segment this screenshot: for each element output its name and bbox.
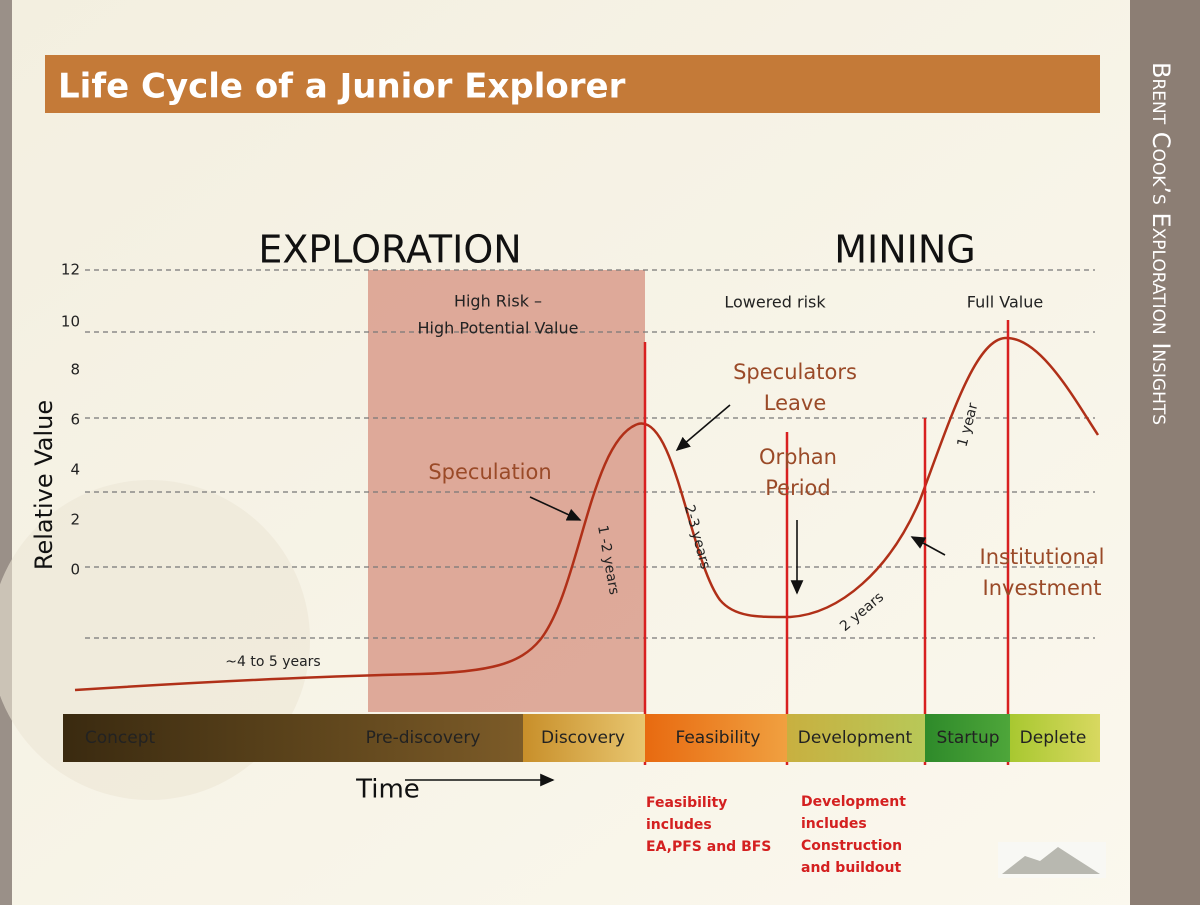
title: Life Cycle of a Junior Explorer xyxy=(58,67,626,107)
note: includes xyxy=(801,816,867,832)
y-tick-label: 2 xyxy=(70,511,80,529)
annotation: Investment xyxy=(983,576,1102,600)
zone-label: Full Value xyxy=(967,293,1043,312)
annotation: Period xyxy=(765,476,830,500)
side-banner xyxy=(1130,0,1200,905)
stage xyxy=(787,714,925,762)
annotation: Orphan xyxy=(759,445,837,469)
stage xyxy=(523,714,645,762)
stage-label: Feasibility xyxy=(676,728,761,748)
stage-label: Startup xyxy=(936,728,999,748)
duration: ~4 to 5 years xyxy=(225,654,320,670)
left-border xyxy=(0,0,12,905)
note: and buildout xyxy=(801,860,902,876)
y-tick-label: 0 xyxy=(70,561,80,579)
note: includes xyxy=(646,817,712,833)
y-tick-label: 8 xyxy=(70,361,80,379)
stage-bar: Concept Pre-discovery Discovery Feasibil… xyxy=(63,714,1100,762)
stage-label: Discovery xyxy=(541,728,625,748)
value-curve xyxy=(74,336,1100,692)
stage-label: Pre-discovery xyxy=(366,728,481,748)
annotation: Speculation xyxy=(428,460,551,484)
stage xyxy=(645,714,787,762)
note: EA,PFS and BFS xyxy=(646,839,771,855)
side-banner-text: Brent Cook’s Exploration Insights xyxy=(1147,62,1175,425)
stage-label: Deplete xyxy=(1020,728,1087,748)
note: Feasibility xyxy=(646,795,727,811)
annotation: Institutional xyxy=(980,545,1105,569)
logo-mountain xyxy=(1002,847,1100,874)
stage xyxy=(1010,714,1100,762)
y-tick-label: 10 xyxy=(61,313,80,331)
stage-label: Concept xyxy=(85,728,156,748)
note: Construction xyxy=(801,838,902,854)
stage-label: Development xyxy=(798,728,913,748)
heading: MINING xyxy=(834,228,976,272)
note: Development xyxy=(801,794,906,810)
heading: EXPLORATION xyxy=(258,228,521,272)
zone-label: High Risk – xyxy=(454,292,542,311)
y-tick-label: 12 xyxy=(61,261,80,279)
y-tick-label: 4 xyxy=(70,461,80,479)
arrow xyxy=(910,536,946,556)
stage xyxy=(925,714,1010,762)
annotation: Speculators xyxy=(733,360,857,384)
grid xyxy=(85,269,1095,639)
annotation: Leave xyxy=(764,391,826,415)
title-bar xyxy=(45,55,1100,113)
y-axis-label: Relative Value xyxy=(30,400,58,570)
arrow xyxy=(529,496,582,521)
arrow xyxy=(675,404,731,452)
stage xyxy=(63,714,523,762)
y-axis: 12 10 8 6 4 2 0 xyxy=(61,261,80,579)
time-label: Time xyxy=(355,775,420,805)
zone-label: High Potential Value xyxy=(418,319,579,338)
logo xyxy=(998,842,1106,878)
zone-label: Lowered risk xyxy=(724,293,826,312)
y-tick-label: 6 xyxy=(70,411,80,429)
